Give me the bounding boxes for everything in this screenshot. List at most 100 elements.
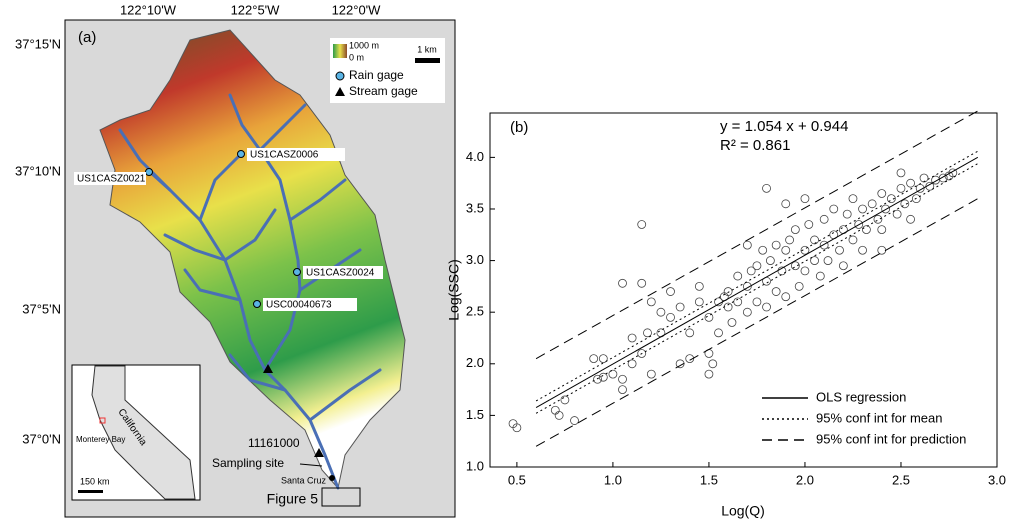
point: [915, 183, 925, 193]
point: [608, 369, 618, 379]
label-bg: [263, 298, 357, 311]
x-tick-label: 0.5: [508, 472, 526, 487]
point: [694, 297, 704, 307]
point: [598, 354, 608, 364]
point: [550, 405, 560, 415]
rain-label: Rain gage: [349, 68, 404, 82]
legend-label: 95% conf int for prediction: [816, 431, 966, 446]
stations: US1CASZ0006 US1CASZ0021 US1CASZ0024 USC0…: [74, 148, 383, 507]
point: [881, 204, 891, 214]
point: [646, 369, 656, 379]
point: [900, 199, 910, 209]
scale-label: 1 km: [417, 44, 437, 54]
stream-gage: [263, 364, 273, 373]
x-tick-label: 3.0: [988, 472, 1006, 487]
rain-gage: [293, 268, 301, 276]
lon-label: 122°10'W: [120, 2, 177, 17]
y-tick-label: 1.5: [466, 407, 484, 422]
point: [842, 209, 852, 219]
legend-label: 95% conf int for mean: [816, 410, 942, 425]
point: [742, 307, 752, 317]
inset-scale-label: 150 km: [80, 476, 110, 486]
point: [714, 328, 723, 338]
pointer: [299, 463, 323, 467]
point: [746, 266, 756, 276]
scale-bar: [415, 58, 440, 63]
x-axis-label: Log(Q): [721, 503, 765, 519]
label-bg: [74, 172, 146, 185]
stream-label: Stream gage: [349, 84, 418, 98]
elev-high: 1000 m: [349, 40, 379, 50]
r-squared: R² = 0.861: [720, 137, 790, 154]
point: [877, 225, 887, 235]
city-label: Santa Cruz: [281, 475, 327, 485]
y-tick-label: 3.5: [466, 200, 484, 215]
stream-icon: [335, 87, 345, 96]
point: [854, 220, 864, 229]
lat-label: 37°5'N: [22, 301, 61, 316]
point: [708, 359, 718, 369]
lon-label: 122°0'W: [332, 2, 382, 17]
inset: California Monterey Bay 150 km: [71, 364, 201, 501]
point: [804, 220, 814, 229]
point: [781, 245, 791, 255]
point: [873, 214, 883, 224]
point: [637, 349, 647, 358]
y-tick-label: 1.0: [466, 458, 484, 473]
point: [752, 261, 762, 271]
label-bg: [303, 266, 383, 279]
gage-id: 11161000: [248, 436, 300, 450]
point: [815, 271, 825, 281]
figure-ref: Figure 5: [267, 491, 319, 507]
state: [91, 365, 196, 500]
point: [593, 374, 602, 384]
point: [800, 245, 810, 255]
point: [886, 194, 896, 204]
point: [794, 281, 804, 291]
point: [742, 240, 752, 250]
y-axis-label: Log(SSC): [446, 259, 462, 320]
point: [819, 240, 829, 250]
point: [694, 281, 704, 291]
point: [733, 271, 743, 281]
plot-frame: [489, 112, 998, 468]
rain-gage: [145, 168, 153, 176]
x-tick-label: 1.5: [700, 472, 718, 487]
panel-label: (a): [78, 29, 96, 46]
point: [785, 235, 794, 245]
study-area: [99, 417, 106, 424]
equation: y = 1.054 x + 0.944: [720, 118, 848, 135]
point: [512, 423, 522, 433]
point: [877, 245, 887, 255]
point: [938, 173, 948, 183]
y-tick-label: 2.5: [466, 304, 484, 319]
point: [800, 266, 810, 276]
point: [742, 281, 752, 291]
legend-box: [330, 38, 445, 103]
lat-label: 37°10'N: [15, 163, 61, 178]
fig5-box: [321, 487, 361, 507]
lower-bound: [535, 198, 979, 447]
y-tick-label: 2.0: [466, 355, 484, 370]
point: [627, 359, 637, 369]
station-label: US1CASZ0024: [306, 268, 375, 279]
label-bg: [247, 148, 345, 161]
point: [675, 302, 685, 312]
point: [906, 178, 915, 188]
point: [685, 354, 695, 364]
point: [835, 245, 844, 255]
point: [829, 204, 839, 214]
bay-label: Monterey Bay: [76, 435, 125, 444]
point: [727, 318, 737, 327]
point: [570, 416, 579, 425]
point: [877, 189, 887, 198]
point: [906, 214, 915, 224]
y-tick-label: 4.0: [466, 149, 484, 164]
rain-gage: [237, 150, 245, 158]
point: [646, 297, 656, 307]
point: [723, 287, 733, 296]
station-label: US1CASZ0021: [77, 174, 146, 185]
x-tick-label: 1.0: [604, 472, 622, 487]
